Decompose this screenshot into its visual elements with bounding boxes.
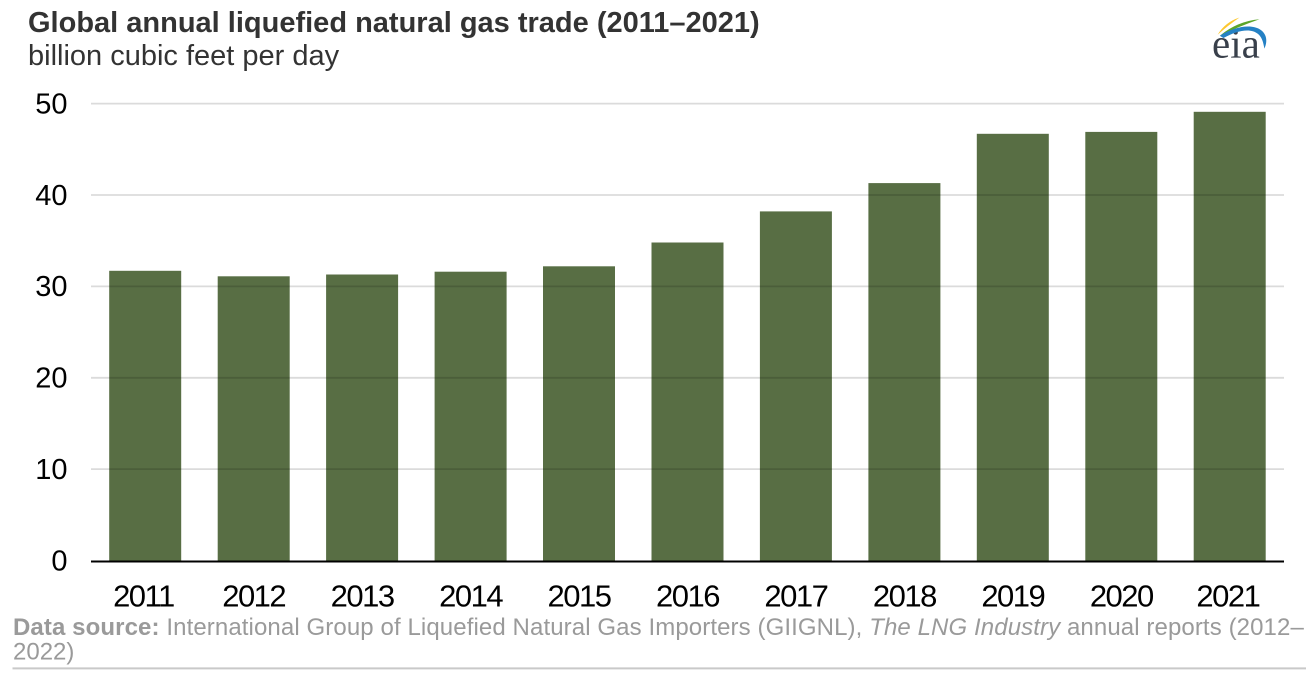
- svg-text:40: 40: [35, 180, 67, 212]
- svg-text:2017: 2017: [764, 579, 827, 614]
- svg-text:2016: 2016: [656, 579, 719, 614]
- svg-text:Global annual liquefied natura: Global annual liquefied natural gas trad…: [28, 7, 760, 39]
- svg-text:30: 30: [35, 271, 67, 303]
- svg-text:2015: 2015: [548, 579, 611, 614]
- svg-text:2022): 2022): [13, 639, 74, 666]
- svg-text:2013: 2013: [331, 579, 394, 614]
- svg-text:20: 20: [35, 363, 67, 395]
- svg-text:2012: 2012: [222, 579, 285, 614]
- svg-text:2011: 2011: [113, 579, 174, 614]
- svg-text:0: 0: [51, 545, 67, 577]
- svg-text:10: 10: [35, 454, 67, 486]
- svg-text:2014: 2014: [439, 579, 503, 614]
- svg-text:2018: 2018: [873, 579, 936, 614]
- svg-text:Data source: International Gro: Data source: International Group of Liqu…: [13, 614, 1304, 641]
- svg-text:2019: 2019: [981, 579, 1044, 614]
- svg-text:50: 50: [35, 88, 67, 120]
- svg-text:2020: 2020: [1090, 579, 1154, 614]
- svg-text:2021: 2021: [1196, 579, 1259, 614]
- svg-text:billion cubic feet per day: billion cubic feet per day: [28, 40, 340, 72]
